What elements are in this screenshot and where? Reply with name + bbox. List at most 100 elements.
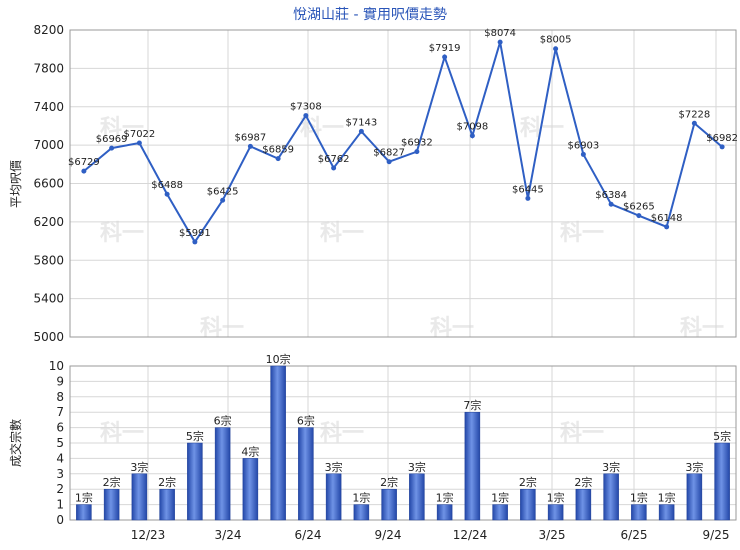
watermark-text: 科一 xyxy=(320,221,364,246)
price-label: $6859 xyxy=(262,145,294,156)
price-point xyxy=(691,120,697,126)
bar-label: 1宗 xyxy=(436,491,454,505)
x-tick-labels: 12/23 3/24 6/24 9/24 12/24 3/25 6/25 9/25 xyxy=(131,528,730,542)
bar-label: 1宗 xyxy=(630,491,648,505)
top-grid xyxy=(69,29,737,338)
bar xyxy=(270,365,286,521)
bar xyxy=(353,504,370,521)
price-labels: $6729 $6969$7022 $6488 $5991 $6425 $6987 $6859… xyxy=(68,28,738,239)
price-label: $6827 xyxy=(373,148,405,159)
bar-series xyxy=(76,365,730,521)
bar xyxy=(492,504,508,521)
price-point xyxy=(664,224,670,230)
watermark-text: 科一 xyxy=(100,221,144,246)
price-point xyxy=(247,143,253,149)
bar-label: 3宗 xyxy=(130,460,148,474)
bar-label: 5宗 xyxy=(713,429,731,443)
bar xyxy=(520,488,536,521)
bar-label: 7宗 xyxy=(463,398,481,412)
bar-label: 10宗 xyxy=(266,352,291,366)
bar-label: 3宗 xyxy=(685,460,703,474)
bar xyxy=(686,473,703,521)
bottom-y-tick-label: 6 xyxy=(56,421,64,435)
price-label: $6762 xyxy=(318,154,350,165)
bar xyxy=(187,442,203,521)
top-y-tick-label: 5400 xyxy=(33,292,64,306)
bar xyxy=(381,488,397,521)
price-point xyxy=(81,168,87,174)
x-tick-label: 3/25 xyxy=(539,528,566,542)
top-plot-frame xyxy=(69,29,737,338)
price-point xyxy=(386,159,392,165)
bar-label: 1宗 xyxy=(547,491,565,505)
price-points xyxy=(81,39,725,245)
price-label: $6425 xyxy=(207,186,239,197)
bar-label: 2宗 xyxy=(380,475,398,489)
bottom-y-tick-label: 7 xyxy=(56,405,64,419)
bar-label: 2宗 xyxy=(103,475,121,489)
price-label: $6903 xyxy=(567,140,599,151)
top-y-ticks: 5000 5400 5800 6200 6600 7000 7400 7800 8200 xyxy=(33,23,64,344)
price-label: $6729 xyxy=(68,157,100,168)
price-label: $7143 xyxy=(345,117,377,128)
bar-label: 3宗 xyxy=(325,460,343,474)
price-point xyxy=(608,201,614,207)
price-label: $6384 xyxy=(595,190,627,201)
price-point xyxy=(303,113,309,119)
price-point xyxy=(525,195,531,201)
x-tick-label: 12/24 xyxy=(453,528,488,542)
bar-label: 6宗 xyxy=(297,414,315,428)
price-point xyxy=(109,145,115,151)
bar-label: 6宗 xyxy=(214,414,232,428)
x-tick-label: 9/25 xyxy=(703,528,730,542)
price-point xyxy=(580,151,586,157)
price-label: $8074 xyxy=(484,28,516,39)
watermark-text: 科一 xyxy=(560,421,604,446)
price-label: $6982 xyxy=(706,133,738,144)
top-y-tick-label: 5800 xyxy=(33,253,64,267)
bottom-y-tick-label: 9 xyxy=(56,374,64,388)
bar xyxy=(714,442,730,521)
price-point xyxy=(358,128,364,134)
bar-label: 3宗 xyxy=(602,460,620,474)
price-label: $7022 xyxy=(123,129,155,140)
price-label: $6445 xyxy=(512,184,544,195)
top-y-tick-label: 6600 xyxy=(33,177,64,191)
top-y-tick-label: 7400 xyxy=(33,100,64,114)
price-point xyxy=(220,197,226,203)
watermark-text: 科一 xyxy=(560,221,604,246)
price-point xyxy=(442,54,448,60)
bar-label: 1宗 xyxy=(658,491,676,505)
price-label: $7098 xyxy=(456,122,488,133)
watermark-text: 科一 xyxy=(100,421,144,446)
bar-label: 2宗 xyxy=(158,475,176,489)
bottom-y-tick-label: 5 xyxy=(56,436,64,450)
watermark-text: 科一 xyxy=(320,421,364,446)
price-point xyxy=(636,213,642,219)
price-label: $5991 xyxy=(179,228,211,239)
bar xyxy=(298,427,314,521)
bar xyxy=(325,473,342,521)
x-tick-label: 6/24 xyxy=(295,528,322,542)
top-y-axis-label: 平均呎價 xyxy=(9,160,23,208)
price-label: $6987 xyxy=(234,132,266,143)
price-point xyxy=(164,191,170,197)
price-point xyxy=(414,149,420,155)
price-label: $7228 xyxy=(678,109,710,120)
bottom-y-tick-label: 1 xyxy=(56,498,64,512)
bottom-y-axis-label: 成交宗數 xyxy=(8,419,23,467)
chart-title: 悅湖山莊 - 實用呎價走勢 xyxy=(293,6,447,23)
bar xyxy=(658,504,675,521)
watermark-text: 科一 xyxy=(100,116,144,141)
bottom-y-tick-label: 3 xyxy=(56,467,64,481)
bar-label: 2宗 xyxy=(519,475,537,489)
bar-label: 3宗 xyxy=(408,460,426,474)
bottom-y-tick-label: 2 xyxy=(56,482,64,496)
price-point xyxy=(497,39,503,45)
price-label: $6488 xyxy=(151,180,183,191)
price-label: $6932 xyxy=(401,138,433,149)
price-label: $8005 xyxy=(540,35,572,46)
top-y-tick-label: 8200 xyxy=(33,23,64,37)
top-y-tick-label: 5000 xyxy=(33,330,64,344)
bar xyxy=(242,458,259,521)
